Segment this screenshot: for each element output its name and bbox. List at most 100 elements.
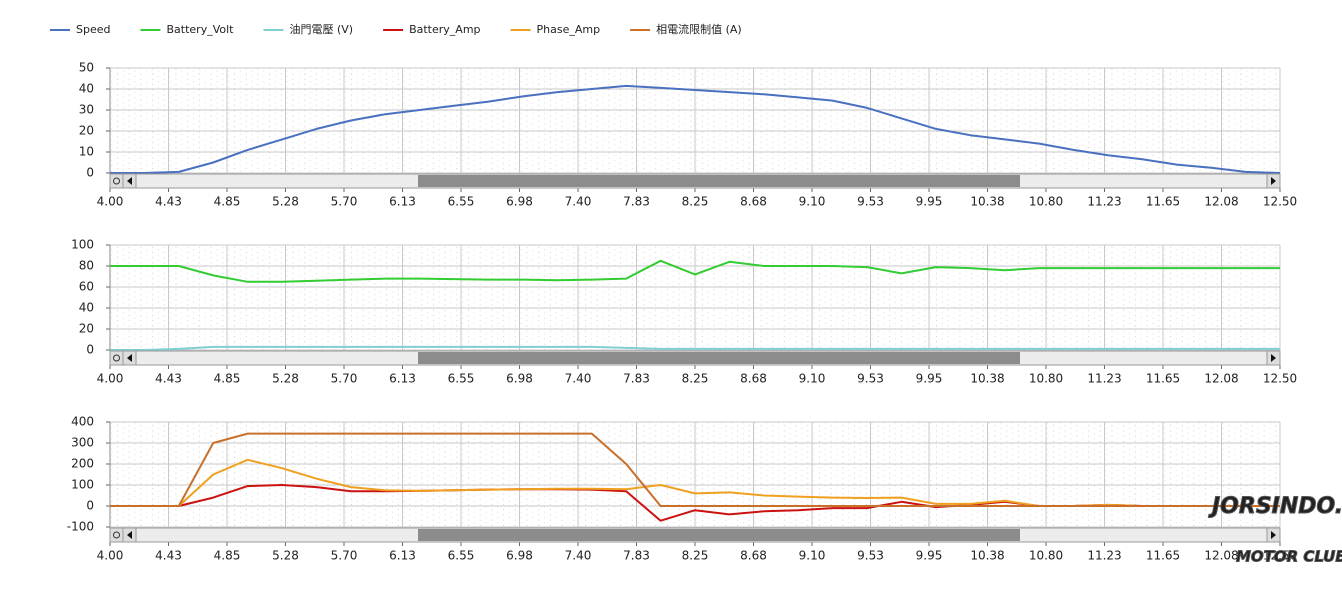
- y-tick-label: 80: [79, 259, 94, 273]
- x-tick-label: 4.85: [214, 549, 241, 563]
- x-tick-label: 8.68: [740, 372, 767, 386]
- x-tick-label: 9.95: [916, 372, 943, 386]
- x-tick-label: 6.13: [389, 549, 416, 563]
- legend-label: Phase_Amp: [537, 23, 601, 36]
- y-tick-label: 40: [79, 82, 94, 96]
- x-tick-label: 10.80: [1029, 549, 1063, 563]
- scrollbar-thumb: [418, 352, 1020, 364]
- watermark-site: JORSINDO.com: [1208, 494, 1342, 519]
- x-tick-label: 9.95: [916, 195, 943, 209]
- y-tick-label: 400: [71, 415, 94, 429]
- y-tick-label: 10: [79, 145, 94, 159]
- x-tick-label: 7.83: [623, 195, 650, 209]
- x-tick-label: 9.10: [799, 372, 826, 386]
- x-tick-label: 9.10: [799, 195, 826, 209]
- x-tick-label: 5.28: [272, 549, 299, 563]
- y-tick-label: -100: [67, 520, 94, 534]
- y-tick-label: 60: [79, 280, 94, 294]
- y-tick-label: 0: [86, 499, 94, 513]
- x-tick-label: 11.65: [1146, 195, 1180, 209]
- x-tick-label: 5.28: [272, 195, 299, 209]
- scrollbar-thumb: [418, 529, 1020, 541]
- x-tick-label: 6.98: [506, 372, 533, 386]
- x-tick-label: 8.25: [682, 195, 709, 209]
- legend-label: Battery_Amp: [409, 23, 480, 36]
- x-tick-label: 10.38: [970, 195, 1004, 209]
- x-tick-label: 11.65: [1146, 549, 1180, 563]
- x-tick-label: 4.43: [155, 195, 182, 209]
- legend-label: 油門電壓 (V): [289, 22, 353, 36]
- x-tick-label: 6.13: [389, 195, 416, 209]
- x-tick-label: 7.40: [565, 549, 592, 563]
- scrollbar-button: [109, 350, 124, 366]
- y-tick-label: 300: [71, 436, 94, 450]
- series-line: [110, 84, 1281, 174]
- x-tick-label: 12.50: [1263, 372, 1297, 386]
- x-tick-label: 9.53: [857, 549, 884, 563]
- zoom-reset-icon: [113, 354, 120, 362]
- x-tick-label: 8.25: [682, 372, 709, 386]
- legend-label: Speed: [76, 23, 110, 36]
- x-tick-label: 10.80: [1029, 195, 1063, 209]
- x-tick-label: 8.68: [740, 195, 767, 209]
- x-tick-label: 7.40: [565, 372, 592, 386]
- series-line: [110, 259, 1280, 283]
- x-tick-label: 7.83: [623, 372, 650, 386]
- x-tick-label: 10.38: [970, 372, 1004, 386]
- x-tick-label: 9.10: [799, 549, 826, 563]
- x-tick-label: 8.68: [740, 549, 767, 563]
- scroll-left-arrow: [127, 354, 132, 362]
- watermark: JORSINDO.com MOTOR CLUB: [1208, 494, 1342, 567]
- scroll-left-arrow: [127, 177, 132, 185]
- x-tick-label: 9.95: [916, 549, 943, 563]
- y-tick-label: 40: [79, 301, 94, 315]
- watermark-club: MOTOR CLUB: [1236, 548, 1342, 566]
- y-tick-label: 20: [79, 322, 94, 336]
- x-tick-label: 11.23: [1087, 549, 1121, 563]
- x-tick-label: 5.28: [272, 372, 299, 386]
- x-tick-label: 4.00: [97, 549, 124, 563]
- y-tick-label: 0: [86, 343, 94, 357]
- x-tick-label: 4.85: [214, 195, 241, 209]
- y-tick-label: 200: [71, 457, 94, 471]
- series-line: [110, 432, 1280, 507]
- x-tick-label: 5.70: [331, 549, 358, 563]
- y-tick-label: 0: [86, 166, 94, 180]
- x-tick-label: 12.08: [1204, 195, 1238, 209]
- y-tick-label: 50: [79, 61, 94, 75]
- scrollbar-thumb: [418, 175, 1020, 187]
- x-tick-label: 12.08: [1204, 549, 1238, 563]
- x-tick-label: 6.13: [389, 372, 416, 386]
- x-tick-label: 8.25: [682, 549, 709, 563]
- zoom-reset-icon: [113, 531, 120, 539]
- x-tick-label: 5.70: [331, 195, 358, 209]
- x-tick-label: 10.80: [1029, 372, 1063, 386]
- legend-label: 相電流限制值 (A): [656, 22, 742, 36]
- x-tick-label: 10.38: [970, 549, 1004, 563]
- scroll-right-arrow: [1271, 177, 1276, 185]
- scroll-right-arrow: [1271, 354, 1276, 362]
- y-tick-label: 100: [71, 238, 94, 252]
- x-tick-label: 12.08: [1204, 372, 1238, 386]
- scroll-right-arrow: [1271, 531, 1276, 539]
- x-tick-label: 11.65: [1146, 372, 1180, 386]
- y-tick-label: 30: [79, 103, 94, 117]
- x-tick-label: 6.98: [506, 195, 533, 209]
- x-tick-label: 12.50: [1263, 549, 1297, 563]
- x-tick-label: 7.40: [565, 195, 592, 209]
- x-tick-label: 4.00: [97, 195, 124, 209]
- x-tick-label: 6.55: [448, 549, 475, 563]
- x-tick-label: 11.23: [1087, 372, 1121, 386]
- scroll-left-arrow: [127, 531, 132, 539]
- series-line: [110, 345, 1280, 351]
- x-tick-label: 4.00: [97, 372, 124, 386]
- x-tick-label: 4.85: [214, 372, 241, 386]
- x-tick-label: 5.70: [331, 372, 358, 386]
- x-tick-label: 6.98: [506, 549, 533, 563]
- x-tick-label: 9.53: [857, 195, 884, 209]
- scrollbar-button: [109, 173, 124, 189]
- x-tick-label: 12.50: [1263, 195, 1297, 209]
- legend-label: Battery_Volt: [166, 23, 234, 36]
- x-tick-label: 4.43: [155, 549, 182, 563]
